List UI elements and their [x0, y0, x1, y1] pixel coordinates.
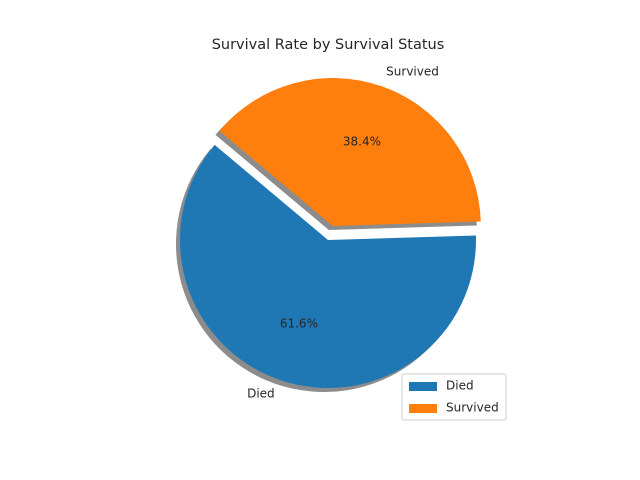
legend-swatch-survived	[409, 404, 437, 413]
percent-label-died: 61.6%	[280, 316, 318, 330]
slice-label-died: Died	[247, 386, 275, 400]
legend: Died Survived	[401, 373, 507, 421]
slice-survived	[219, 78, 481, 227]
legend-label-survived: Survived	[446, 401, 499, 415]
slice-label-survived: Survived	[386, 65, 439, 79]
slice-died	[180, 144, 476, 388]
legend-swatch-died	[409, 382, 437, 391]
chart-title: Survival Rate by Survival Status	[212, 37, 445, 53]
legend-label-died: Died	[446, 379, 474, 393]
percent-label-survived: 38.4%	[343, 135, 381, 149]
pie-labels: Died 61.6% Survived 38.4%	[247, 65, 439, 401]
pie-slices	[180, 78, 481, 388]
